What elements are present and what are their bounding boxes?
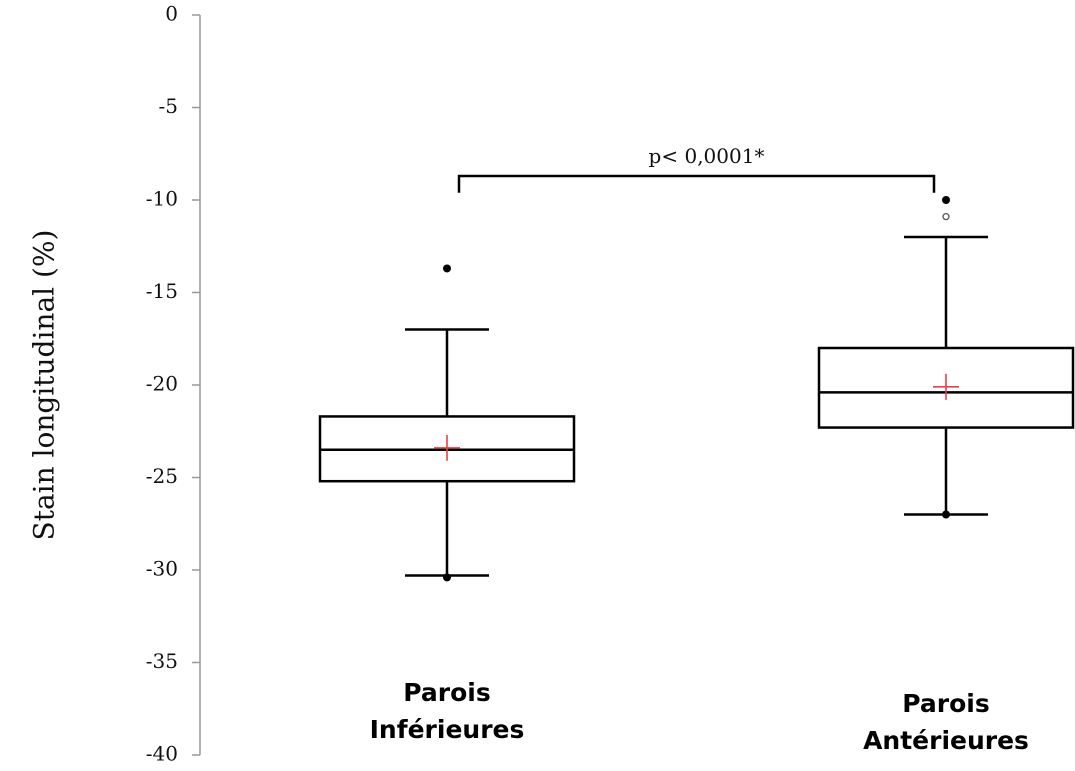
y-tick-label: -35 — [146, 649, 178, 673]
y-tick-label: 0 — [165, 2, 178, 26]
significance-annotation: p< 0,0001* — [457, 144, 936, 193]
outlier-filled — [942, 196, 950, 204]
significance-bracket — [457, 174, 936, 193]
y-tick-label: -15 — [146, 279, 178, 303]
category-label-line: Antérieures — [863, 726, 1029, 755]
y-axis-label: Stain longitudinal (%) — [28, 230, 61, 541]
category-labels: Parois Inférieures Parois Antérieures — [370, 678, 1029, 755]
category-label-line: Parois — [902, 689, 989, 718]
box-1 — [318, 264, 576, 582]
y-tick-label: -20 — [146, 372, 178, 396]
category-label-line: Inférieures — [370, 715, 525, 744]
category-label-line: Parois — [403, 678, 490, 707]
y-tick-label: -30 — [146, 557, 178, 581]
y-tick-label: -40 — [146, 742, 178, 766]
y-tick-label: -10 — [146, 187, 178, 211]
outlier-filled — [443, 573, 451, 582]
y-tick-label: -5 — [159, 94, 178, 118]
y-axis: 0 -5 -10 -15 -20 -25 -30 -35 -40 — [146, 2, 201, 766]
outlier-filled — [443, 264, 451, 273]
iqr-box — [817, 346, 1075, 429]
boxes — [318, 196, 1075, 582]
y-axis-label-group: Stain longitudinal (%) — [28, 230, 61, 541]
p-value-label: p< 0,0001* — [649, 144, 765, 168]
y-tick-label: -25 — [146, 464, 178, 488]
box-2 — [817, 196, 1075, 519]
outlier-open — [942, 212, 950, 221]
outlier-filled — [942, 510, 950, 519]
